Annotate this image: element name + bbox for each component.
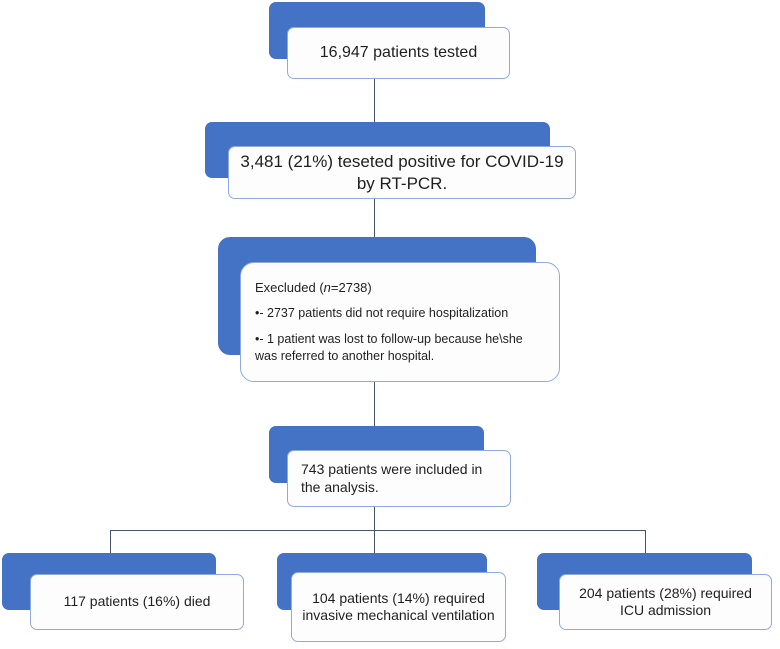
node-excluded-face: Execluded (n=2738) •- 2737 patients did … [240, 262, 560, 382]
node-included-label: 743 patients were included in the analys… [301, 461, 483, 495]
excluded-bullet-2: •- 1 patient was lost to follow-up becau… [255, 332, 523, 364]
excluded-title-pre: Execluded ( [255, 279, 324, 295]
connector-excluded-included [374, 382, 376, 426]
excluded-title-n: n [323, 279, 331, 295]
node-tested-label: 16,947 patients tested [319, 44, 478, 61]
node-positive-label: 3,481 (21%) teseted positive for COVID-1… [240, 152, 564, 193]
excluded-title-post: =2738) [330, 279, 372, 295]
connector-positive-excluded [374, 199, 376, 237]
node-ventilation-label: 104 patients (14%) required invasive mec… [302, 589, 495, 624]
connector-branch-died [110, 530, 112, 553]
branch-horizontal-line [110, 530, 646, 532]
node-died-label: 117 patients (16%) died [63, 593, 211, 610]
node-icu-label: 204 patients (28%) required ICU admissio… [579, 584, 752, 619]
node-ventilation-face: 104 patients (14%) required invasive mec… [291, 572, 506, 642]
node-died-face: 117 patients (16%) died [30, 574, 244, 630]
node-icu-face: 204 patients (28%) required ICU admissio… [559, 574, 772, 630]
node-tested-face: 16,947 patients tested [287, 27, 510, 79]
connector-included-branch [374, 507, 376, 530]
node-included-face: 743 patients were included in the analys… [287, 450, 511, 507]
node-positive-face: 3,481 (21%) teseted positive for COVID-1… [228, 146, 576, 199]
excluded-title: Execluded (n=2738) [255, 279, 372, 297]
connector-branch-icu [644, 530, 646, 553]
connector-branch-ventilation [374, 530, 376, 553]
excluded-bullet-1: •- 2737 patients did not require hospita… [255, 306, 509, 321]
connector-tested-positive [374, 79, 376, 122]
